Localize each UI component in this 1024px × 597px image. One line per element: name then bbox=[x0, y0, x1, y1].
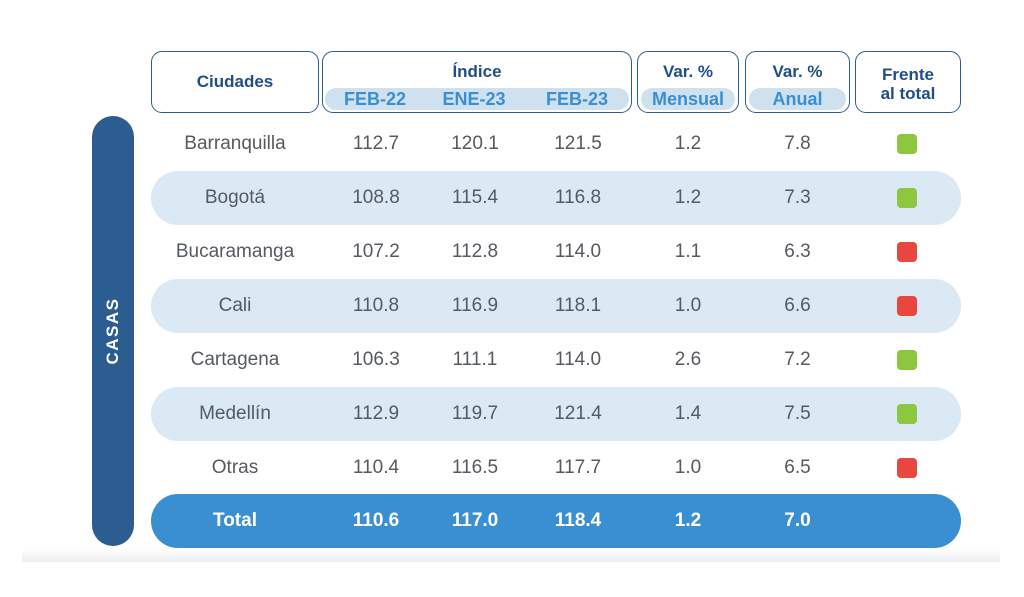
var-mensual: 1.0 bbox=[674, 457, 702, 478]
index-ene23: 112.8 bbox=[451, 241, 499, 262]
header-indice-pill bbox=[325, 88, 629, 110]
var-mensual: 2.6 bbox=[674, 349, 702, 370]
header-var-mensual-title: Var. % bbox=[662, 62, 714, 81]
table-row: Bogotá 108.8 115.4 116.8 1.2 7.3 bbox=[151, 171, 961, 225]
index-feb23: 117.7 bbox=[554, 457, 602, 478]
side-label-text: CASAS bbox=[103, 297, 122, 365]
side-label-casas: CASAS bbox=[92, 116, 134, 546]
header-var-mensual: Var. % Mensual bbox=[637, 51, 739, 113]
table-row: Cartagena 106.3 111.1 114.0 2.6 7.2 bbox=[151, 333, 961, 387]
total-var-anual: 7.0 bbox=[784, 510, 811, 531]
index-feb23: 118.1 bbox=[554, 295, 602, 316]
header-period-ene23: ENE-23 bbox=[442, 89, 506, 109]
city-name: Cartagena bbox=[190, 349, 280, 370]
index-ene23: 111.1 bbox=[452, 349, 498, 370]
total-ene23: 117.0 bbox=[451, 510, 499, 531]
city-name: Medellín bbox=[199, 403, 271, 424]
index-feb23: 121.4 bbox=[554, 403, 602, 424]
city-name: Barranquilla bbox=[184, 133, 286, 154]
city-name: Bogotá bbox=[204, 187, 266, 208]
header-var-anual-pill: Anual bbox=[749, 88, 846, 110]
index-feb22: 107.2 bbox=[352, 241, 400, 262]
status-indicator bbox=[897, 134, 917, 154]
index-feb23: 114.0 bbox=[554, 241, 602, 262]
var-anual: 6.3 bbox=[784, 241, 811, 262]
status-indicator bbox=[897, 296, 917, 316]
var-anual: 6.5 bbox=[784, 457, 811, 478]
table-row: Barranquilla 112.7 120.1 121.5 1.2 7.8 bbox=[151, 117, 961, 171]
city-name: Cali bbox=[218, 295, 252, 316]
index-feb22: 112.7 bbox=[352, 133, 400, 154]
index-ene23: 119.7 bbox=[451, 403, 499, 424]
index-ene23: 115.4 bbox=[451, 187, 499, 208]
header-period-feb22: FEB-22 bbox=[343, 89, 406, 109]
total-label: Total bbox=[213, 510, 257, 531]
total-row: Total 110.6 117.0 118.4 1.2 7.0 bbox=[151, 494, 961, 548]
header-var-mensual-pill: Mensual bbox=[641, 88, 735, 110]
header-indice: Índice FEB-22 ENE-23 FEB-23 bbox=[322, 51, 632, 113]
var-anual: 7.2 bbox=[784, 349, 811, 370]
var-mensual: 1.4 bbox=[674, 403, 702, 424]
total-feb22: 110.6 bbox=[352, 510, 400, 531]
status-indicator bbox=[897, 404, 917, 424]
header-indice-title: Índice bbox=[452, 62, 502, 81]
var-mensual: 1.1 bbox=[674, 241, 702, 262]
status-indicator bbox=[897, 242, 917, 262]
table-row: Cali 110.8 116.9 118.1 1.0 6.6 bbox=[151, 279, 961, 333]
status-indicator bbox=[897, 350, 917, 370]
index-feb23: 121.5 bbox=[554, 133, 602, 154]
table-row: Bucaramanga 107.2 112.8 114.0 1.1 6.3 bbox=[151, 225, 961, 279]
index-feb22: 110.4 bbox=[352, 457, 400, 478]
index-ene23: 120.1 bbox=[451, 133, 499, 154]
status-indicator bbox=[897, 188, 917, 208]
index-feb22: 112.9 bbox=[352, 403, 400, 424]
var-anual: 7.8 bbox=[784, 133, 811, 154]
header-frente-line1: Frente bbox=[882, 65, 934, 84]
header-var-anual: Var. % Anual bbox=[745, 51, 850, 113]
total-var-mensual: 1.2 bbox=[674, 510, 702, 531]
index-feb22: 108.8 bbox=[352, 187, 400, 208]
city-name: Otras bbox=[211, 457, 259, 478]
table-row: Medellín 112.9 119.7 121.4 1.4 7.5 bbox=[151, 387, 961, 441]
index-feb23: 116.8 bbox=[554, 187, 602, 208]
var-mensual: 1.0 bbox=[674, 295, 702, 316]
index-feb22: 106.3 bbox=[352, 349, 400, 370]
var-anual: 6.6 bbox=[784, 295, 811, 316]
header-period-feb23: FEB-23 bbox=[545, 89, 608, 109]
index-ene23: 116.9 bbox=[451, 295, 499, 316]
total-feb23: 118.4 bbox=[554, 510, 602, 531]
index-feb22: 110.8 bbox=[352, 295, 400, 316]
index-feb23: 114.0 bbox=[554, 349, 602, 370]
index-ene23: 116.5 bbox=[451, 457, 499, 478]
header-var-anual-title: Var. % bbox=[772, 62, 823, 81]
table-row: Otras 110.4 116.5 117.7 1.0 6.5 bbox=[151, 441, 961, 495]
var-anual: 7.5 bbox=[784, 403, 811, 424]
header-frente-al-total: Frente al total bbox=[855, 51, 961, 113]
status-indicator bbox=[897, 458, 917, 478]
header-frente-line2: al total bbox=[880, 84, 936, 103]
header-ciudades: Ciudades bbox=[151, 51, 319, 113]
var-mensual: 1.2 bbox=[674, 187, 702, 208]
var-mensual: 1.2 bbox=[674, 133, 702, 154]
bottom-shadow bbox=[22, 548, 1000, 562]
city-name: Bucaramanga bbox=[175, 241, 295, 262]
var-anual: 7.3 bbox=[784, 187, 811, 208]
